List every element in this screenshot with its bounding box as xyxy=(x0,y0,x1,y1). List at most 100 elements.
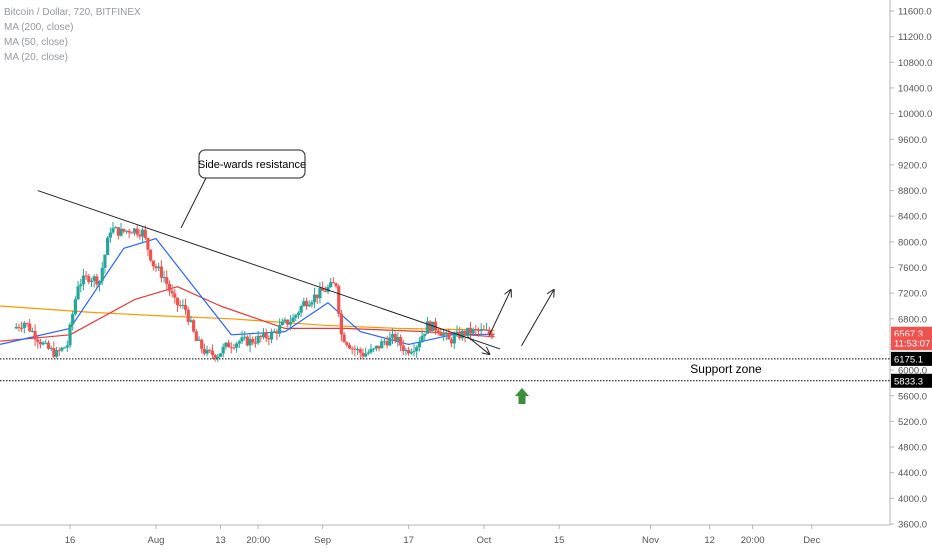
candle-body[interactable] xyxy=(36,339,40,342)
candle-body[interactable] xyxy=(337,286,341,314)
candle-body[interactable] xyxy=(412,351,416,353)
candle-body[interactable] xyxy=(232,347,236,349)
candle-body[interactable] xyxy=(382,341,387,343)
candle-body[interactable] xyxy=(135,228,139,235)
candle-body[interactable] xyxy=(30,331,34,333)
candle-body[interactable] xyxy=(321,288,325,291)
candle-body[interactable] xyxy=(28,323,32,332)
candle-body[interactable] xyxy=(251,338,255,343)
candle-body[interactable] xyxy=(452,335,456,344)
projection-arrow[interactable] xyxy=(467,336,490,354)
candle-body[interactable] xyxy=(194,331,198,341)
ma200-line[interactable] xyxy=(0,305,495,331)
candle-body[interactable] xyxy=(221,346,225,354)
candle-body[interactable] xyxy=(124,230,129,232)
candle-body[interactable] xyxy=(181,305,185,307)
candle-body[interactable] xyxy=(210,350,215,355)
candle-body[interactable] xyxy=(476,329,481,331)
candle-body[interactable] xyxy=(89,280,94,283)
candle-body[interactable] xyxy=(95,276,99,285)
candle-body[interactable] xyxy=(65,345,69,348)
candle-body[interactable] xyxy=(428,321,432,331)
candle-body[interactable] xyxy=(245,336,249,346)
candle-body[interactable] xyxy=(197,339,201,341)
projection-arrow[interactable] xyxy=(521,290,554,346)
candle-body[interactable] xyxy=(165,277,169,284)
candle-body[interactable] xyxy=(401,345,405,352)
candle-body[interactable] xyxy=(122,228,126,232)
candle-body[interactable] xyxy=(487,329,491,334)
candle-body[interactable] xyxy=(149,249,153,261)
candle-body[interactable] xyxy=(213,354,217,359)
candle-body[interactable] xyxy=(468,327,473,334)
candle-body[interactable] xyxy=(278,325,282,334)
candle-body[interactable] xyxy=(256,335,260,344)
resistance-trendline[interactable] xyxy=(37,190,501,350)
candle-body[interactable] xyxy=(283,319,287,322)
candle-body[interactable] xyxy=(63,347,67,349)
candle-body[interactable] xyxy=(296,312,301,316)
candle-body[interactable] xyxy=(68,324,72,346)
candle-body[interactable] xyxy=(192,320,196,332)
candle-body[interactable] xyxy=(342,334,346,343)
projection-arrow[interactable] xyxy=(488,290,511,336)
candle-body[interactable] xyxy=(409,351,413,354)
candle-body[interactable] xyxy=(364,353,368,357)
candle-body[interactable] xyxy=(374,345,378,349)
candle-body[interactable] xyxy=(79,284,83,287)
candle-body[interactable] xyxy=(404,349,408,352)
candle-body[interactable] xyxy=(200,339,204,349)
candle-body[interactable] xyxy=(92,276,96,281)
candle-body[interactable] xyxy=(54,350,59,357)
ma50-line[interactable] xyxy=(0,286,495,342)
candle-body[interactable] xyxy=(259,335,263,338)
candle-body[interactable] xyxy=(398,337,403,346)
candle-body[interactable] xyxy=(167,283,172,291)
candle-body[interactable] xyxy=(323,290,327,292)
candle-body[interactable] xyxy=(286,319,290,325)
candle-body[interactable] xyxy=(183,305,188,310)
candle-body[interactable] xyxy=(385,341,389,346)
candle-body[interactable] xyxy=(173,293,177,298)
candle-body[interactable] xyxy=(76,286,80,300)
candle-body[interactable] xyxy=(97,280,102,285)
candle-body[interactable] xyxy=(224,342,228,347)
candle-body[interactable] xyxy=(393,334,397,341)
candle-body[interactable] xyxy=(17,326,21,328)
candle-body[interactable] xyxy=(288,321,292,325)
candle-body[interactable] xyxy=(345,342,349,345)
candle-body[interactable] xyxy=(484,329,489,331)
candle-body[interactable] xyxy=(291,317,295,322)
callout-box[interactable] xyxy=(198,149,306,179)
candle-body[interactable] xyxy=(350,348,354,350)
candle-body[interactable] xyxy=(377,345,381,349)
candle-body[interactable] xyxy=(218,353,223,357)
candle-body[interactable] xyxy=(417,342,421,348)
candle-body[interactable] xyxy=(87,276,91,283)
candle-body[interactable] xyxy=(175,297,180,305)
candle-body[interactable] xyxy=(132,228,137,233)
candle-body[interactable] xyxy=(420,335,424,343)
candle-body[interactable] xyxy=(307,304,311,307)
candle-body[interactable] xyxy=(425,321,430,334)
candle-body[interactable] xyxy=(52,348,56,357)
candle-body[interactable] xyxy=(361,352,365,357)
candle-body[interactable] xyxy=(41,342,45,345)
candle-body[interactable] xyxy=(366,352,370,354)
candle-body[interactable] xyxy=(315,294,319,299)
candle-body[interactable] xyxy=(358,349,362,353)
candle-body[interactable] xyxy=(130,232,134,234)
candle-body[interactable] xyxy=(151,260,155,267)
candle-body[interactable] xyxy=(310,302,314,305)
candle-body[interactable] xyxy=(326,287,330,292)
candle-body[interactable] xyxy=(264,332,268,339)
candle-body[interactable] xyxy=(369,348,373,353)
candle-body[interactable] xyxy=(329,282,333,288)
candle-body[interactable] xyxy=(143,229,147,239)
candle-body[interactable] xyxy=(479,329,483,331)
candle-body[interactable] xyxy=(331,282,335,284)
candle-body[interactable] xyxy=(304,301,309,307)
candle-body[interactable] xyxy=(312,294,317,303)
candle-body[interactable] xyxy=(71,314,75,325)
